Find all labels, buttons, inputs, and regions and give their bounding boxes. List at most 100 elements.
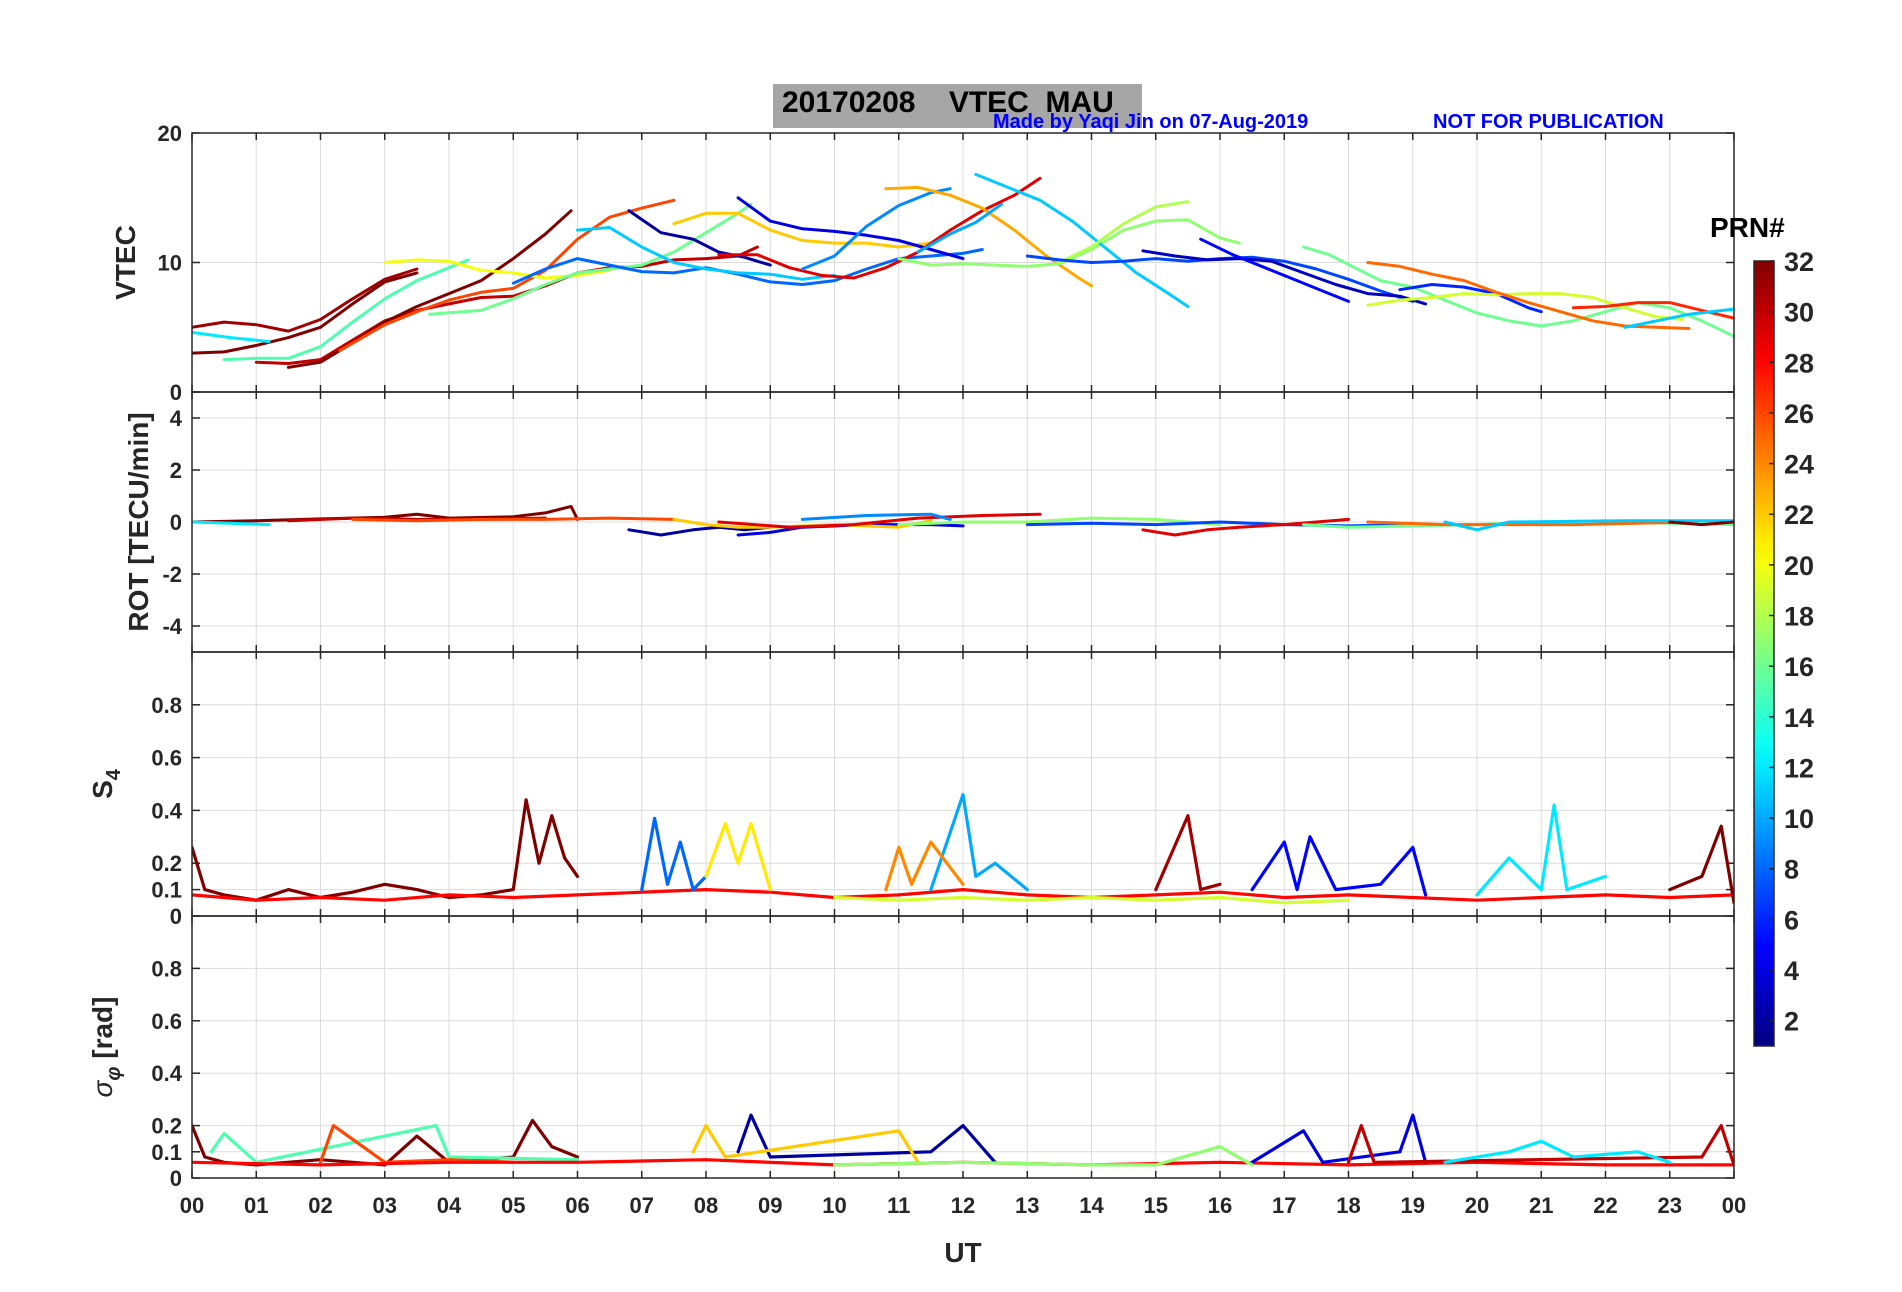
panel-s4: 00.10.2 0.4 0.6 0.8 S4 xyxy=(87,651,1735,929)
series-line-prn-17 xyxy=(832,1144,1254,1167)
series-line-prn-11 xyxy=(1443,519,1734,532)
y-axis-label: σφ [rad] xyxy=(87,997,125,1098)
panel-rot: -4 -2 0 2 4 ROT [TECU/min] xyxy=(123,391,1735,653)
y-tick-label: 0 xyxy=(170,380,182,405)
y-tick-label: 0.8 xyxy=(151,693,182,718)
colorbar-tick-label: 2 xyxy=(1784,1007,1799,1037)
panel-series xyxy=(192,1113,1734,1167)
series-line-prn-21 xyxy=(704,821,772,892)
series-line-prn-29 xyxy=(717,176,1042,280)
series-line-prn-5 xyxy=(1250,835,1428,897)
series-line-prn-16 xyxy=(1302,245,1734,338)
y-tick-label: -4 xyxy=(162,614,182,639)
colorbar-tick-label: 20 xyxy=(1784,551,1814,581)
x-tick-label: 14 xyxy=(1079,1193,1104,1218)
colorbar-tick-label: 16 xyxy=(1784,652,1814,682)
panel-vtec: 0 10 20 VTEC xyxy=(110,121,1735,405)
series-line-prn-12 xyxy=(192,330,271,343)
panel-series xyxy=(192,504,1734,537)
series-line-prn-32 xyxy=(1668,520,1734,527)
x-tick-label: 21 xyxy=(1529,1193,1553,1218)
colorbar-tick-label: 8 xyxy=(1784,855,1799,885)
series-line-prn-31 xyxy=(192,267,419,333)
series-line-prn-26 xyxy=(351,516,676,523)
x-tick-label: 20 xyxy=(1465,1193,1489,1218)
series-line-prn-26 xyxy=(338,198,676,353)
series-line-prn-12 xyxy=(1475,803,1608,897)
series-line-prn-11 xyxy=(974,172,1190,308)
x-tick-label: 04 xyxy=(437,1193,462,1218)
series-line-prn-22 xyxy=(691,1123,920,1164)
x-tick-label: 12 xyxy=(951,1193,975,1218)
series-line-prn-32 xyxy=(192,271,419,355)
colorbar-tick-label: 26 xyxy=(1784,399,1814,429)
x-tick-label: 11 xyxy=(887,1193,910,1218)
series-line-prn-9 xyxy=(800,512,952,521)
y-tick-label: 0 xyxy=(170,510,182,535)
series-line-prn-2 xyxy=(627,209,772,267)
y-tick-label: 0.4 xyxy=(151,798,182,823)
figure-title: 20170208 VTEC MAU xyxy=(782,86,1114,119)
colorbar xyxy=(1753,260,1775,1047)
series-line-prn-3 xyxy=(1141,249,1428,306)
x-tick-label: 23 xyxy=(1658,1193,1682,1218)
y-tick-label: 0.2 xyxy=(151,851,182,876)
x-tick-label: 22 xyxy=(1593,1193,1617,1218)
x-tick-label: 08 xyxy=(694,1193,718,1218)
notice-text: NOT FOR PUBLICATION xyxy=(1433,111,1664,133)
x-tick-label: 18 xyxy=(1336,1193,1360,1218)
x-tick-label: 01 xyxy=(244,1193,268,1218)
colorbar-tick-label: 22 xyxy=(1784,500,1814,530)
colorbar-tick-label: 4 xyxy=(1784,956,1799,986)
colorbar-tick-label: 14 xyxy=(1784,703,1814,733)
series-line-prn-25 xyxy=(1366,520,1691,527)
y-tick-label: 0.6 xyxy=(151,1009,182,1034)
series-line-prn-8 xyxy=(511,248,984,286)
y-tick-label: 0.2 xyxy=(151,1114,182,1139)
x-tick-label: 17 xyxy=(1272,1193,1296,1218)
series-line-prn-23 xyxy=(884,185,1093,288)
series-line-prn-2 xyxy=(736,1113,997,1164)
x-tick-label: 07 xyxy=(630,1193,654,1218)
x-tick-label: 06 xyxy=(565,1193,589,1218)
series-line-prn-15 xyxy=(222,258,470,362)
series-line-prn-30 xyxy=(1346,1123,1734,1167)
y-axis-label: S4 xyxy=(87,768,125,799)
series-line-prn-22 xyxy=(672,211,933,249)
x-tick-label: 00 xyxy=(180,1193,204,1218)
series-line-prn-10 xyxy=(916,202,1004,254)
series-line-prn-31 xyxy=(1154,814,1222,892)
colorbar-tick-label: 10 xyxy=(1784,804,1814,834)
y-tick-label: 0.4 xyxy=(151,1061,182,1086)
series-line-prn-32 xyxy=(1668,824,1734,905)
series-line-prn-18 xyxy=(1057,200,1190,264)
series-line-prn-12 xyxy=(192,520,271,527)
x-tick-label: 10 xyxy=(822,1193,846,1218)
x-tick-label: 16 xyxy=(1208,1193,1232,1218)
series-line-prn-11 xyxy=(1623,307,1734,329)
series-line-prn-32 xyxy=(286,209,573,369)
y-axis-label: ROT [TECU/min] xyxy=(123,412,154,631)
y-tick-label: 10 xyxy=(158,251,182,276)
colorbar-tick-label: 6 xyxy=(1784,905,1799,935)
series-line-prn-15 xyxy=(209,1123,580,1164)
x-tick-label: 09 xyxy=(758,1193,782,1218)
y-tick-label: 0.8 xyxy=(151,956,182,981)
series-line-prn-10 xyxy=(929,792,1029,892)
colorbar-tick-label: 30 xyxy=(1784,298,1814,328)
x-tick-label: 03 xyxy=(373,1193,397,1218)
series-line-prn-29 xyxy=(717,512,1042,529)
panel-series xyxy=(192,792,1734,905)
series-line-prn-12 xyxy=(1443,1139,1672,1164)
x-tick-label: 15 xyxy=(1144,1193,1168,1218)
y-tick-label: 0.1 xyxy=(151,1140,182,1165)
series-line-prn-19 xyxy=(1366,292,1685,321)
y-tick-label: 4 xyxy=(170,406,183,431)
colorbar-tick-label: 12 xyxy=(1784,753,1814,783)
series-line-prn-16 xyxy=(428,202,753,316)
colorbar-label: PRN# xyxy=(1710,212,1785,243)
panel-sigma_phi: 00.10.2 0.4 0.6 0.8 σφ [rad] xyxy=(87,915,1735,1191)
series-line-prn-11 xyxy=(576,226,836,281)
series-line-prn-4 xyxy=(1250,1113,1428,1164)
y-tick-label: 0.1 xyxy=(151,878,182,903)
